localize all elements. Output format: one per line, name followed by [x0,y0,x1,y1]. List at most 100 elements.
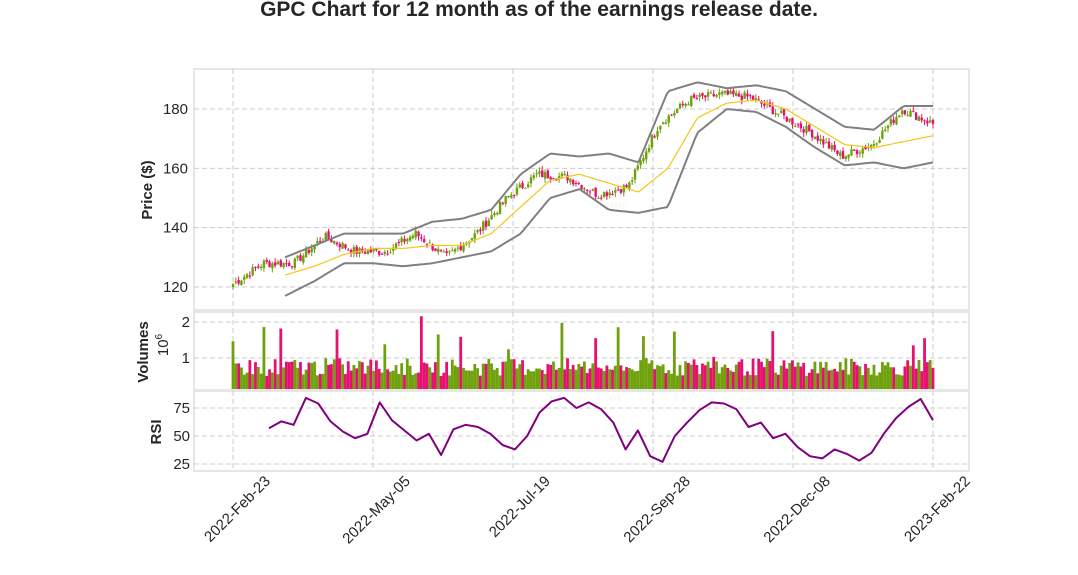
volume-bar [363,373,367,389]
candle-up [476,230,479,233]
candle-up [406,239,409,242]
candle-down [782,109,786,116]
volume-bar [723,364,727,389]
volume-bar [389,371,392,389]
y-tick-label: 160 [163,160,188,177]
candle-up [878,139,881,143]
volume-bar [417,372,420,389]
volume-bar [762,367,766,389]
volume-bar [262,327,266,389]
volume-bar [299,362,302,389]
candle-up [645,151,648,160]
candle-down [338,244,342,248]
candle-up [408,236,412,241]
candle-up [858,152,862,154]
candle-up [639,160,642,166]
volume-bar [737,361,741,389]
volume-bar [577,363,581,389]
candle-down [434,248,437,252]
volume-bar [900,375,904,389]
candle-up [442,251,446,253]
candle-down [403,238,406,242]
candle-up [428,242,431,244]
volume-bar [411,374,415,389]
volume-bar [366,365,370,389]
candle-down [920,117,923,121]
candle-up [557,176,561,180]
candle-down [248,275,252,277]
volume-bar [315,375,319,389]
candle-up [504,196,507,204]
volume-bar [310,363,314,389]
candle-up [875,143,878,145]
candle-up [824,142,828,144]
volume-bar [400,363,404,389]
volume-bar [436,334,440,389]
volume-bar [852,361,856,389]
volume-bar [681,375,685,389]
volume-bar [889,367,893,389]
candle-up [774,113,777,115]
volume-bar [684,361,688,389]
candle-up [240,280,243,286]
volume-bar [549,364,553,389]
volume-bar [434,362,437,389]
volume-bar [771,331,775,389]
candle-up [462,245,465,252]
candle-down [369,249,372,253]
candle-up [400,237,403,243]
candle-up [262,260,266,269]
candle-up [316,241,319,243]
volume-bar [478,375,482,389]
candle-up [510,194,513,198]
candle-up [526,184,530,188]
volume-bar [813,361,817,389]
volume-bar [290,361,294,389]
volume-bar [301,374,305,389]
candle-up [456,247,460,249]
volume-bar [805,375,808,389]
volume-bar [529,371,533,389]
candle-up [630,180,634,182]
candle-up [448,251,451,253]
candle-down [926,120,929,124]
volume-bar [715,361,718,389]
volume-bar [779,365,783,389]
candle-up [583,188,586,190]
volume-bar [658,366,662,389]
candle-down [327,231,330,240]
candle-down [335,242,339,245]
volume-bar [574,369,578,389]
volume-bar [242,374,246,389]
volume-bar [653,369,657,389]
volume-bar [332,359,336,389]
volume-bar [802,362,806,389]
candle-up [560,173,564,177]
candle-up [884,129,887,131]
candle-up [667,115,670,123]
volume-bar [661,364,665,389]
candle-down [377,250,381,255]
candle-down [605,192,609,197]
candle-up [729,90,732,95]
volume-bar [729,370,732,389]
volume-bar [470,370,474,389]
candle-down [864,146,867,150]
volume-bar [428,367,432,389]
volume-bar [633,371,637,389]
volume-bar [706,361,710,389]
volume-bar [341,364,345,389]
candle-up [282,262,285,268]
volume-bar [338,358,342,389]
candle-up [659,125,662,130]
volume-bar [307,362,311,389]
volume-bar [656,365,659,389]
volume-bar [875,375,879,389]
volume-bar [616,327,620,389]
volume-bar [793,366,797,389]
volume-bar [442,372,446,389]
candle-up [507,195,510,198]
volume-bar [760,361,763,389]
volume-bar [394,365,398,389]
candle-down [349,249,353,254]
